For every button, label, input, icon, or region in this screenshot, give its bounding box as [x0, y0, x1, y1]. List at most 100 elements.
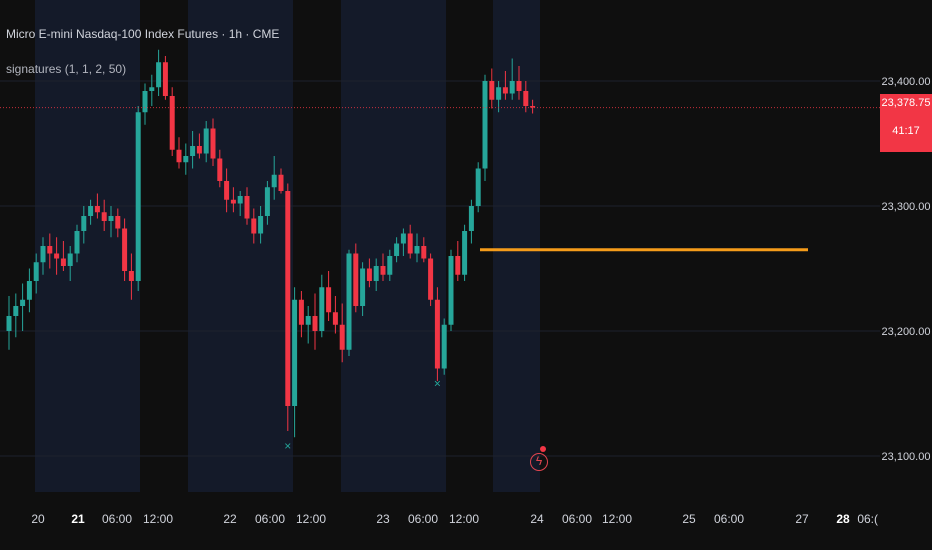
candle-body — [523, 91, 529, 106]
candle-body — [394, 243, 400, 256]
price-axis[interactable]: 23,400.00 23,300.00 23,200.00 23,100.00 — [880, 0, 932, 492]
flash-alert-icon[interactable]: ϟ — [530, 453, 548, 471]
candle-body — [108, 216, 114, 221]
time-axis-label: 06:00 — [408, 512, 438, 526]
candle-body — [142, 91, 148, 113]
candle-body — [6, 316, 12, 331]
candle-body — [101, 212, 107, 221]
candle-body — [509, 81, 515, 94]
candle-body — [135, 112, 141, 281]
candle-body — [251, 218, 257, 234]
candle-body — [292, 299, 298, 406]
time-axis-label: 06:00 — [255, 512, 285, 526]
candle-body — [448, 256, 454, 325]
candle-body — [81, 216, 87, 231]
time-axis-label: 23 — [376, 512, 390, 526]
candle-body — [285, 191, 291, 406]
candle-body — [434, 299, 440, 369]
candle-body — [468, 206, 474, 231]
candle-body — [400, 233, 406, 244]
time-axis-label: 06:( — [857, 512, 878, 526]
candle-body — [169, 96, 175, 150]
candle-body — [33, 262, 39, 281]
candle-body — [326, 287, 332, 313]
candle-body — [455, 256, 461, 275]
overlay-lines — [0, 107, 880, 252]
candle-body — [530, 106, 536, 108]
price-axis-label: 23,400.00 — [882, 76, 931, 88]
candle-body — [244, 196, 250, 219]
session-shade — [188, 0, 293, 492]
price-axis-label: 23,300.00 — [882, 201, 931, 213]
time-axis-label: 22 — [223, 512, 237, 526]
time-axis-label: 21 — [71, 512, 85, 526]
candle-body — [271, 174, 277, 188]
time-axis-label: 12:00 — [602, 512, 632, 526]
candle-body — [156, 62, 162, 88]
candle-body — [482, 81, 488, 169]
candle-body — [67, 253, 73, 266]
price-axis-label: 23,100.00 — [882, 451, 931, 463]
time-axis-label: 12:00 — [296, 512, 326, 526]
candle-body — [475, 168, 481, 206]
candle-body — [224, 181, 230, 200]
alert-dot-icon — [540, 446, 546, 452]
candle-body — [312, 316, 318, 331]
candle-body — [407, 233, 413, 254]
candle-body — [380, 266, 386, 275]
time-axis-label: 27 — [795, 512, 809, 526]
candle-body — [373, 266, 379, 281]
candle-body — [47, 246, 53, 254]
current-price-badge: 23,378.75 — [880, 94, 932, 122]
candle-body — [264, 187, 270, 216]
candle-body — [40, 246, 46, 263]
time-axis-label: 06:00 — [562, 512, 592, 526]
candle-body — [149, 87, 155, 91]
candle-body — [298, 299, 304, 325]
candle-body — [230, 199, 236, 204]
candle-body — [489, 81, 495, 100]
candle-body — [441, 324, 447, 369]
time-axis-label: 28 — [836, 512, 850, 526]
candle-body — [183, 156, 189, 163]
candle-body — [278, 174, 284, 191]
candle-body — [203, 128, 209, 154]
candlestick-chart[interactable]: ×× — [0, 0, 880, 492]
time-axis-label: 12:00 — [449, 512, 479, 526]
candle-body — [162, 62, 168, 96]
time-axis-label: 12:00 — [143, 512, 173, 526]
candle-body — [115, 216, 121, 229]
time-axis-label: 06:00 — [714, 512, 744, 526]
time-axis-label: 24 — [530, 512, 544, 526]
candle-body — [54, 253, 60, 259]
candle-body — [346, 253, 352, 350]
chart-title[interactable]: Micro E-mini Nasdaq-100 Index Futures · … — [6, 27, 280, 41]
candle-body — [26, 281, 32, 300]
candle-body — [122, 228, 128, 271]
time-axis[interactable]: 20 21 06:00 12:00 22 06:00 12:00 23 06:00 12:00 24… — [0, 492, 880, 550]
indicator-legend[interactable]: signatures (1, 1, 2, 50) — [6, 62, 127, 76]
candle-body — [210, 128, 216, 159]
candle-body — [366, 268, 372, 281]
candle-body — [319, 287, 325, 331]
candle-body — [88, 206, 94, 216]
candle-body — [237, 196, 243, 204]
candle-body — [190, 146, 196, 156]
candle-body — [414, 246, 420, 254]
signals: ×× — [284, 376, 441, 453]
candle-body — [516, 81, 522, 91]
candle-body — [421, 246, 427, 259]
candle-body — [60, 258, 66, 266]
candle-body — [217, 158, 223, 181]
candles — [6, 49, 536, 438]
time-axis-label: 25 — [682, 512, 696, 526]
time-axis-label: 06:00 — [102, 512, 132, 526]
candle-body — [74, 231, 80, 254]
candle-body — [360, 268, 366, 306]
price-axis-label: 23,200.00 — [882, 326, 931, 338]
session-shade — [493, 0, 540, 492]
time-axis-label: 20 — [31, 512, 45, 526]
candle-body — [13, 306, 19, 316]
candle-body — [258, 216, 264, 234]
candle-body — [94, 206, 100, 213]
